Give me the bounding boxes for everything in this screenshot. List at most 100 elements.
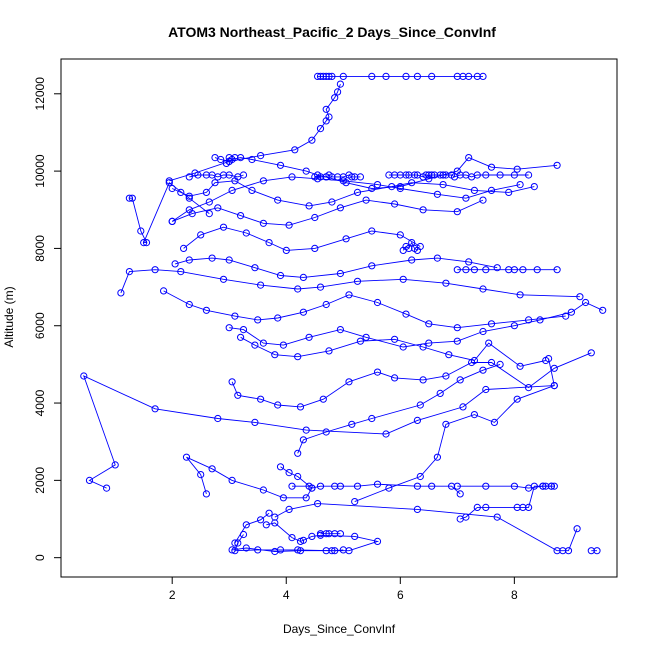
data-point (197, 471, 205, 479)
data-point (525, 503, 533, 511)
data-point (382, 430, 390, 438)
data-point (257, 152, 265, 160)
data-point (265, 239, 273, 247)
data-point (470, 356, 478, 365)
data-point (242, 521, 250, 529)
data-point (165, 177, 173, 185)
data-point (299, 436, 307, 444)
data-point (442, 420, 450, 428)
data-point (391, 374, 399, 382)
data-point (539, 482, 547, 490)
series-layer (80, 72, 607, 556)
data-point (305, 333, 313, 341)
data-point (265, 509, 273, 517)
data-point (314, 500, 322, 508)
data-point (231, 312, 239, 320)
y-tick-label: 4000 (33, 389, 47, 416)
data-point (425, 320, 433, 328)
series-line (171, 176, 521, 222)
y-tick-label: 2000 (33, 467, 47, 494)
data-point (396, 183, 404, 191)
data-point (185, 300, 193, 309)
data-point (336, 204, 344, 212)
data-point (276, 463, 285, 471)
series-line (229, 301, 603, 348)
data-point (177, 188, 185, 196)
data-point (205, 210, 213, 218)
data-point (308, 484, 316, 492)
data-point (294, 472, 302, 481)
data-point (368, 72, 376, 81)
data-point (103, 484, 111, 492)
series-line (460, 485, 555, 520)
data-point (493, 513, 501, 521)
data-point (322, 105, 330, 113)
data-point (302, 426, 310, 434)
data-point (251, 341, 259, 349)
data-point (331, 94, 339, 102)
data-point (311, 213, 319, 222)
data-point (553, 547, 561, 555)
data-point (542, 356, 550, 365)
data-point (413, 505, 421, 513)
data-point (208, 254, 216, 262)
data-point (391, 200, 399, 208)
data-point (185, 192, 193, 200)
data-point (259, 219, 267, 227)
data-point (336, 269, 344, 278)
data-point (382, 72, 390, 81)
data-point (165, 179, 173, 187)
data-point (408, 239, 416, 247)
data-point (322, 300, 330, 309)
data-point (185, 173, 193, 181)
data-point (257, 281, 265, 289)
data-point (291, 146, 299, 154)
data-point (185, 206, 193, 214)
data-point (351, 498, 359, 506)
data-point (496, 171, 504, 179)
data-point (285, 221, 293, 229)
data-point (254, 316, 262, 324)
data-point (316, 482, 325, 490)
data-point (356, 173, 364, 181)
data-point (487, 320, 496, 328)
data-point (353, 277, 362, 285)
data-point (368, 262, 376, 270)
data-point (316, 283, 325, 291)
series-line (172, 199, 484, 226)
data-point (288, 173, 296, 181)
data-point (202, 306, 210, 314)
data-point (510, 322, 519, 330)
data-point (160, 287, 168, 295)
data-point (225, 157, 233, 165)
data-point (373, 298, 382, 307)
y-tick-label: 8000 (33, 235, 47, 262)
data-point (282, 246, 290, 254)
x-tick-label: 8 (511, 588, 518, 602)
x-tick-label: 2 (169, 588, 176, 602)
data-point (439, 181, 447, 189)
data-point (453, 482, 461, 490)
data-point (214, 414, 222, 423)
data-point (396, 231, 404, 239)
data-point (257, 516, 265, 524)
data-point (373, 480, 382, 488)
data-point (328, 72, 336, 81)
data-point (519, 503, 527, 511)
data-point (356, 337, 364, 345)
data-point (322, 173, 330, 181)
data-point (348, 420, 356, 428)
series-line (457, 485, 552, 489)
data-point (402, 72, 410, 81)
data-point (479, 366, 487, 374)
data-point (533, 266, 541, 274)
data-point (462, 194, 470, 202)
data-point (142, 239, 151, 247)
data-point (599, 306, 607, 314)
data-point (242, 229, 250, 237)
data-point (448, 482, 456, 490)
data-point (225, 256, 233, 264)
data-point (257, 395, 265, 403)
data-point (342, 179, 350, 187)
data-point (479, 327, 487, 336)
